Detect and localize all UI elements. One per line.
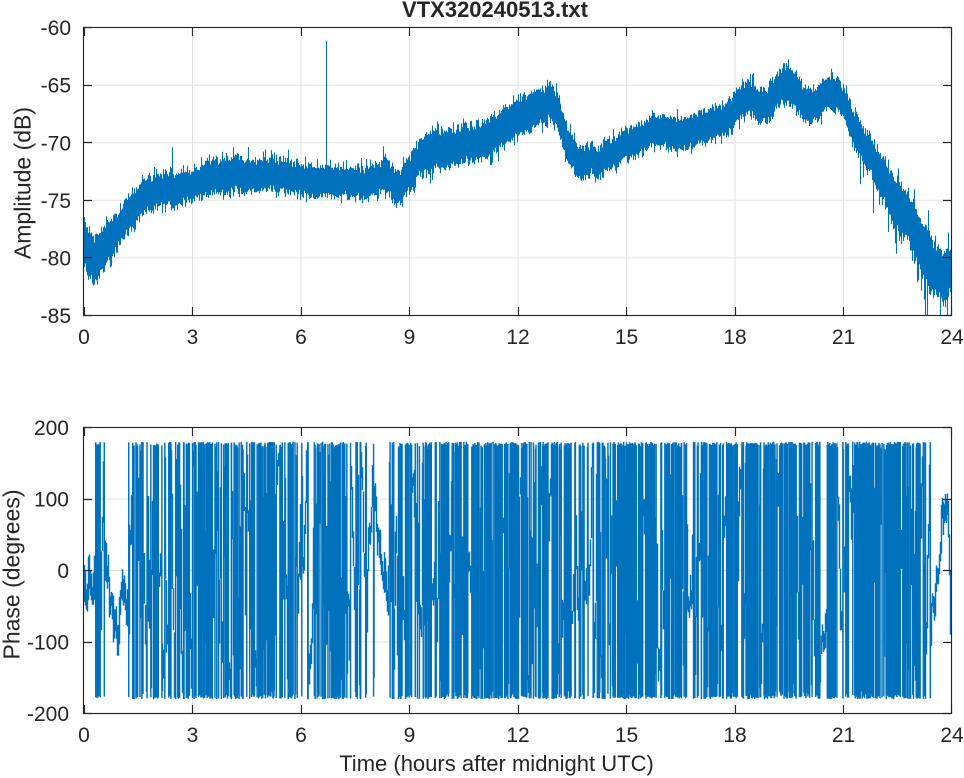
svg-text:3: 3 [187,326,199,349]
svg-text:6: 6 [295,724,307,747]
svg-text:0: 0 [78,724,90,747]
svg-text:VTX320240513.txt: VTX320240513.txt [402,0,589,22]
svg-text:15: 15 [615,326,638,349]
svg-text:-80: -80 [41,248,71,271]
svg-text:6: 6 [295,326,307,349]
svg-text:9: 9 [404,724,416,747]
svg-text:-100: -100 [27,632,69,655]
svg-text:24: 24 [940,326,964,349]
svg-text:200: 200 [34,417,69,440]
svg-text:12: 12 [506,326,529,349]
svg-text:Amplitude (dB): Amplitude (dB) [10,107,36,259]
svg-text:9: 9 [404,326,416,349]
svg-text:-70: -70 [41,132,71,155]
svg-text:21: 21 [832,724,855,747]
svg-text:0: 0 [57,560,69,583]
svg-text:21: 21 [832,326,855,349]
svg-text:0: 0 [78,326,90,349]
svg-text:-200: -200 [27,703,69,726]
svg-text:-85: -85 [41,305,71,328]
svg-text:18: 18 [723,326,746,349]
svg-text:12: 12 [506,724,529,747]
svg-text:24: 24 [940,724,964,747]
svg-text:-60: -60 [41,17,71,40]
svg-text:Time (hours after midnight UTC: Time (hours after midnight UTC) [339,751,654,776]
svg-text:-65: -65 [41,75,71,98]
svg-text:18: 18 [723,724,746,747]
svg-text:100: 100 [34,489,69,512]
svg-text:3: 3 [187,724,199,747]
svg-text:15: 15 [615,724,638,747]
svg-text:Phase (degrees): Phase (degrees) [0,489,25,659]
svg-text:-75: -75 [41,190,71,213]
